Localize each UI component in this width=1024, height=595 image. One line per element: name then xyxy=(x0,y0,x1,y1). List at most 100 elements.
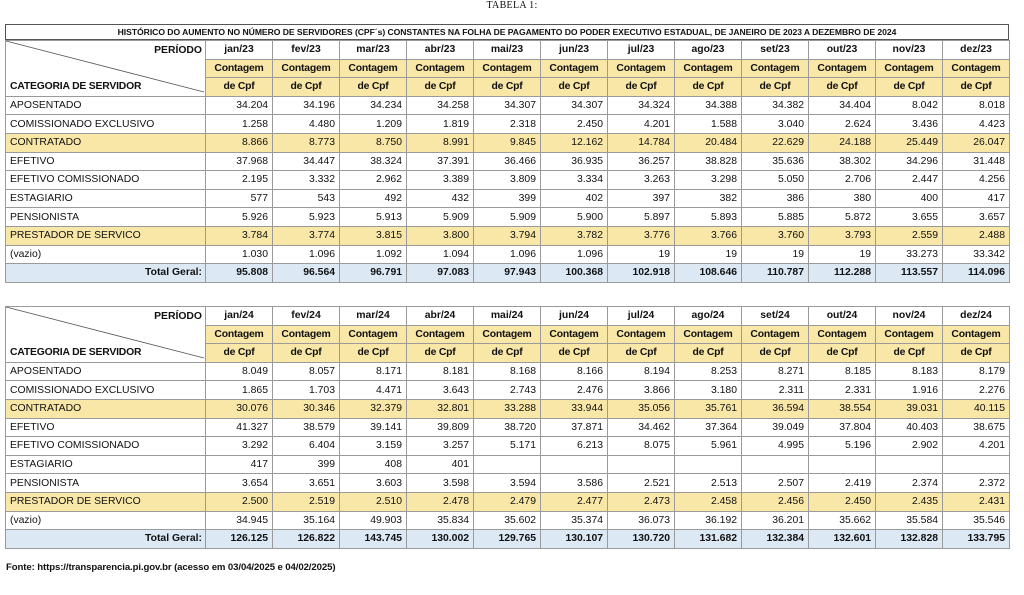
value-cell: 39.809 xyxy=(406,417,474,438)
value-cell: 4.423 xyxy=(942,114,1010,134)
total-value-cell: 126.125 xyxy=(205,529,273,549)
value-cell: 36.073 xyxy=(607,510,675,531)
value-cell: 5.872 xyxy=(808,207,876,227)
value-cell: 3.180 xyxy=(674,380,742,400)
value-cell: 417 xyxy=(205,454,273,475)
category-cell: ESTAGIARIO xyxy=(5,188,206,209)
value-cell: 5.171 xyxy=(473,436,541,456)
value-cell: 402 xyxy=(540,188,608,209)
value-cell: 1.096 xyxy=(540,244,608,265)
contagem-header: Contagem xyxy=(406,58,474,79)
cpf-header: de Cpf xyxy=(607,77,675,97)
value-cell: 5.926 xyxy=(205,207,273,227)
table-row: (vazio) 1.030 1.096 1.092 1.094 1.096 1.096 19 1… xyxy=(5,244,1010,265)
value-cell: 33.288 xyxy=(473,398,541,419)
value-cell: 34.404 xyxy=(808,95,876,116)
value-cell: 19 xyxy=(808,244,876,265)
total-value-cell: 114.096 xyxy=(942,263,1010,283)
table-row: CONTRATADO 8.866 8.773 8.750 8.991 9.845 12.16… xyxy=(5,132,1010,153)
value-cell: 8.181 xyxy=(406,361,474,382)
value-cell: 5.961 xyxy=(674,436,742,456)
table-row: (vazio) 34.945 35.164 49.903 35.834 35.602 35.… xyxy=(5,510,1010,531)
total-value-cell: 96.564 xyxy=(272,263,340,283)
value-cell: 2.488 xyxy=(942,225,1010,246)
category-cell: EFETIVO xyxy=(5,151,206,172)
value-cell: 34.324 xyxy=(607,95,675,116)
value-cell: 2.450 xyxy=(808,491,876,512)
value-cell: 2.510 xyxy=(339,491,407,512)
contagem-header: Contagem xyxy=(607,324,675,345)
table-title: HISTÓRICO DO AUMENTO NO NÚMERO DE SERVID… xyxy=(5,24,1009,40)
cpf-header: de Cpf xyxy=(272,343,340,363)
total-value-cell: 97.083 xyxy=(406,263,474,283)
month-header: abr/24 xyxy=(406,306,474,326)
contagem-header: Contagem xyxy=(808,58,876,79)
category-cell: PRESTADOR DE SERVICO xyxy=(5,491,206,512)
category-cell: APOSENTADO xyxy=(5,361,206,382)
value-cell: 3.332 xyxy=(272,170,340,190)
value-cell: 8.049 xyxy=(205,361,273,382)
value-cell: 1.703 xyxy=(272,380,340,400)
value-cell: 2.431 xyxy=(942,491,1010,512)
contagem-header: Contagem xyxy=(473,324,541,345)
month-header: jan/23 xyxy=(205,40,273,60)
cpf-header: de Cpf xyxy=(473,77,541,97)
value-cell: 24.188 xyxy=(808,132,876,153)
value-cell: 5.885 xyxy=(741,207,809,227)
value-cell: 1.916 xyxy=(875,380,943,400)
value-cell: 2.624 xyxy=(808,114,876,134)
month-header: jun/24 xyxy=(540,306,608,326)
value-cell: 35.056 xyxy=(607,398,675,419)
corner-cell xyxy=(5,325,206,344)
contagem-header: Contagem xyxy=(942,58,1010,79)
category-cell: PENSIONISTA xyxy=(5,473,206,493)
value-cell: 40.403 xyxy=(875,417,943,438)
value-cell: 5.913 xyxy=(339,207,407,227)
value-cell: 14.784 xyxy=(607,132,675,153)
table-row: PRESTADOR DE SERVICO 2.500 2.519 2.510 2.478… xyxy=(5,491,1010,512)
table-row: EFETIVO 37.968 34.447 38.324 37.391 36.466 36.… xyxy=(5,151,1010,172)
table-row: PENSIONISTA 3.654 3.651 3.603 3.598 3.594 3.58… xyxy=(5,473,1010,493)
total-value-cell: 100.368 xyxy=(540,263,608,283)
total-value-cell: 108.646 xyxy=(674,263,742,283)
cpf-header: de Cpf xyxy=(339,77,407,97)
category-cell: COMISSIONADO EXCLUSIVO xyxy=(5,380,206,400)
data-table-2024: PERÍODO jan/24 fev/24 mar/24 abr/24 mai/24 jun… xyxy=(5,306,1010,549)
value-cell: 3.643 xyxy=(406,380,474,400)
category-cell: APOSENTADO xyxy=(5,95,206,116)
value-cell: 4.201 xyxy=(607,114,675,134)
value-cell: 3.657 xyxy=(942,207,1010,227)
month-header: jun/23 xyxy=(540,40,608,60)
value-cell: 34.234 xyxy=(339,95,407,116)
month-header: mar/24 xyxy=(339,306,407,326)
month-header: nov/24 xyxy=(875,306,943,326)
total-value-cell: 130.107 xyxy=(540,529,608,549)
table-row: ESTAGIARIO 417 399 408 401 xyxy=(5,454,1010,475)
table-row: EFETIVO COMISSIONADO 2.195 3.332 2.962 3.389… xyxy=(5,170,1010,190)
value-cell: 2.331 xyxy=(808,380,876,400)
value-cell: 19 xyxy=(607,244,675,265)
total-value-cell: 97.943 xyxy=(473,263,541,283)
table-row: CONTRATADO 30.076 30.346 32.379 32.801 33.288… xyxy=(5,398,1010,419)
value-cell: 8.185 xyxy=(808,361,876,382)
value-cell: 2.706 xyxy=(808,170,876,190)
value-cell: 5.897 xyxy=(607,207,675,227)
cpf-header: de Cpf xyxy=(875,343,943,363)
value-cell: 3.782 xyxy=(540,225,608,246)
month-header: out/23 xyxy=(808,40,876,60)
contagem-header: Contagem xyxy=(339,324,407,345)
category-cell: COMISSIONADO EXCLUSIVO xyxy=(5,114,206,134)
value-cell: 26.047 xyxy=(942,132,1010,153)
total-value-cell: 126.822 xyxy=(272,529,340,549)
cpf-header: de Cpf xyxy=(808,77,876,97)
value-cell: 3.793 xyxy=(808,225,876,246)
value-cell: 3.598 xyxy=(406,473,474,493)
value-cell: 2.447 xyxy=(875,170,943,190)
value-cell: 37.391 xyxy=(406,151,474,172)
value-cell: 432 xyxy=(406,188,474,209)
table-row: EFETIVO COMISSIONADO 3.292 6.404 3.159 3.257… xyxy=(5,436,1010,456)
value-cell: 5.923 xyxy=(272,207,340,227)
cpf-header: de Cpf xyxy=(406,77,474,97)
value-cell: 25.449 xyxy=(875,132,943,153)
total-row: Total Geral: 126.125 126.822 143.745 130.002… xyxy=(5,529,1010,549)
